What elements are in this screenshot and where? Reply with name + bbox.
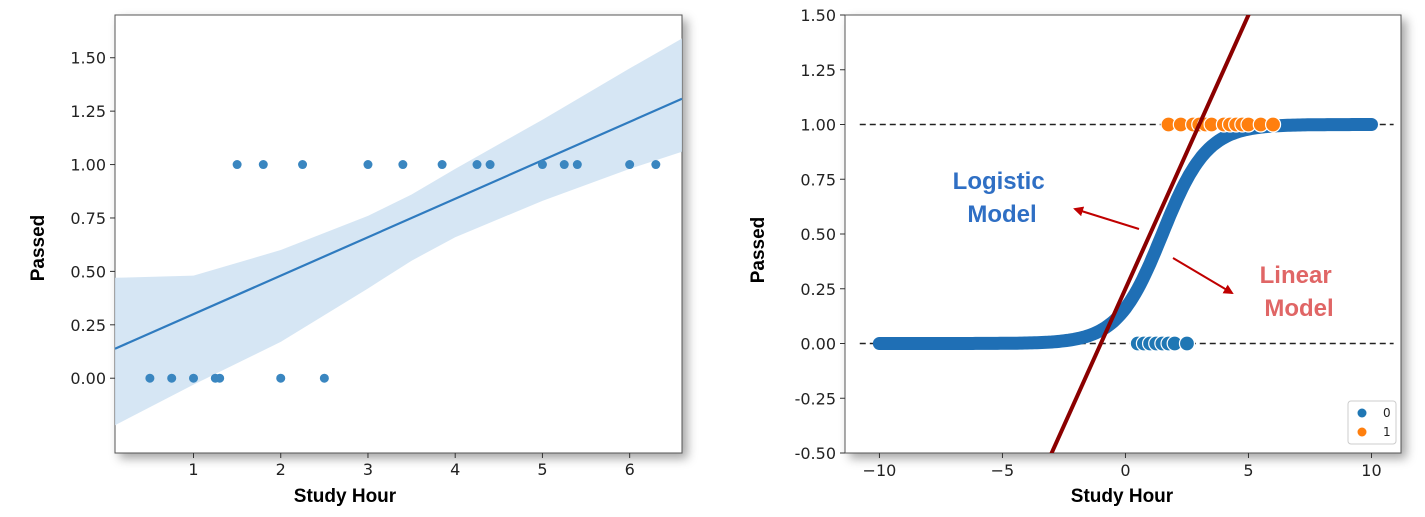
data-point (437, 160, 447, 170)
linear-model-annotation: Linear Model (1260, 262, 1339, 322)
x-tick-label: 5 (1243, 461, 1253, 480)
data-point (232, 160, 242, 170)
legend-label-1: 1 (1383, 425, 1391, 439)
x-tick-label: 5 (537, 460, 547, 479)
logistic-annotation-arrow (1073, 206, 1140, 230)
left-chart: 1 2 3 4 5 6 0.00 0.25 0.50 0.75 1.00 1.25 1.50 Stud… (28, 14, 683, 507)
data-point (215, 373, 225, 383)
y-tick-label: 0.50 (800, 225, 836, 244)
x-tick-label: 0 (1120, 461, 1130, 480)
class-1-point (1264, 116, 1282, 133)
linear-annotation-arrow (1172, 257, 1234, 295)
y-tick-label: 0.75 (800, 170, 836, 189)
y-tick-label: 1.25 (800, 61, 836, 80)
y-tick-label: 1.25 (70, 102, 106, 121)
legend-label-0: 0 (1383, 406, 1391, 420)
data-point (258, 160, 268, 170)
data-point (363, 160, 373, 170)
data-point (485, 160, 495, 170)
right-x-axis-label: Study Hour (1071, 486, 1174, 507)
y-tick-label: 1.00 (70, 156, 106, 175)
data-point (472, 160, 482, 170)
data-point (298, 160, 308, 170)
x-tick-label: 4 (450, 460, 460, 479)
regression-line (114, 97, 683, 350)
data-point (167, 373, 177, 383)
x-tick-label: 3 (363, 460, 373, 479)
data-point (145, 373, 155, 383)
data-point (625, 160, 635, 170)
data-point (276, 373, 286, 383)
y-tick-label: 0.00 (800, 335, 836, 354)
confidence-band (115, 38, 682, 426)
y-tick-label: 1.50 (800, 6, 836, 25)
y-tick-label: 1.00 (800, 116, 836, 135)
data-point (398, 160, 408, 170)
data-point (319, 373, 329, 383)
linear-annotation-line-1: Linear (1260, 262, 1332, 289)
left-x-axis-label: Study Hour (294, 486, 397, 507)
y-tick-label: -0.50 (795, 444, 836, 463)
y-tick-label: 0.25 (800, 280, 836, 299)
x-tick-label: 1 (188, 460, 198, 479)
right-plot-area (844, 14, 1402, 454)
y-tick-label: 0.25 (70, 316, 106, 335)
y-tick-label: 0.50 (70, 262, 106, 281)
linear-annotation-line-2: Model (1264, 295, 1333, 322)
y-tick-label: -0.25 (795, 389, 836, 408)
logistic-curve (872, 118, 1378, 350)
x-tick-label: −5 (991, 461, 1015, 480)
class-0-point (1178, 335, 1196, 352)
data-point (559, 160, 569, 170)
data-point (537, 160, 547, 170)
linear-model-line (1049, 15, 1251, 453)
left-y-axis-label: Passed (28, 215, 49, 282)
x-tick-label: 10 (1361, 461, 1381, 480)
legend-marker-1 (1357, 427, 1367, 437)
data-point (572, 160, 582, 170)
data-point (651, 160, 661, 170)
right-y-axis-label: Passed (748, 217, 769, 284)
logistic-annotation-line-2: Model (967, 201, 1036, 228)
logistic-annotation-line-1: Logistic (953, 168, 1045, 195)
legend: 0 1 (1347, 400, 1397, 445)
x-tick-label: −10 (863, 461, 897, 480)
y-tick-label: 1.50 (70, 49, 106, 68)
logistic-model-annotation: Logistic Model (953, 168, 1052, 228)
x-tick-label: 2 (276, 460, 286, 479)
y-tick-label: 0.75 (70, 209, 106, 228)
right-chart: −10 −5 0 5 10 -0.50-0.250.000.250.500.751.00… (748, 6, 1402, 507)
legend-marker-0 (1357, 408, 1367, 418)
data-point (189, 373, 199, 383)
x-tick-label: 6 (625, 460, 635, 479)
y-tick-label: 0.00 (70, 369, 106, 388)
